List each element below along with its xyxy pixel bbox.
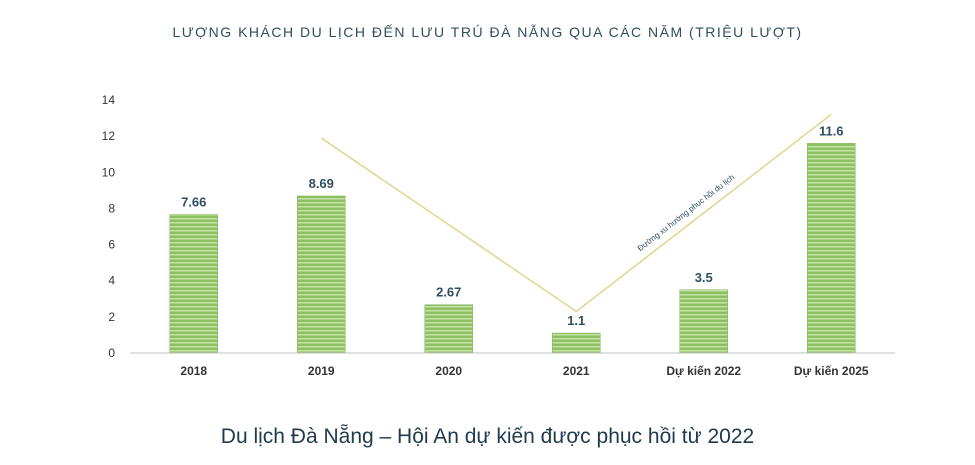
- bars: [169, 143, 856, 354]
- x-tick-label: Dự kiến 2022: [666, 364, 741, 378]
- bar: [424, 304, 473, 354]
- y-tick-label: 12: [102, 129, 116, 143]
- bar: [552, 332, 601, 354]
- data-label: 8.69: [309, 176, 334, 191]
- bar: [679, 289, 728, 354]
- data-label: 3.5: [695, 270, 713, 285]
- y-tick-label: 6: [108, 238, 115, 252]
- data-label: 1.1: [567, 313, 585, 328]
- y-tick-label: 4: [108, 274, 115, 288]
- x-tick-label: 2020: [435, 364, 462, 378]
- trend-line-group: Đường xu hướng phục hồi du lịch: [320, 113, 832, 313]
- bar: [297, 195, 346, 354]
- data-label: 7.66: [181, 195, 206, 210]
- y-tick-label: 8: [108, 201, 115, 215]
- y-tick-label: 10: [102, 165, 116, 179]
- trend-line: [320, 113, 832, 313]
- chart-title: LƯỢNG KHÁCH DU LỊCH ĐẾN LƯU TRÚ ĐÀ NẴNG …: [172, 24, 803, 40]
- x-tick-label: 2021: [563, 364, 590, 378]
- data-label: 2.67: [436, 285, 461, 300]
- y-tick-label: 14: [102, 93, 116, 107]
- chart-caption: Du lịch Đà Nẵng – Hội An dự kiến được ph…: [220, 425, 755, 448]
- y-tick-label: 0: [108, 346, 115, 360]
- x-tick-label: 2019: [308, 364, 335, 378]
- y-axis: 0 2 4 6 8 10 12 14: [102, 93, 116, 360]
- data-labels: 7.66 8.69 2.67 1.1 3.5 11.6: [181, 123, 843, 328]
- x-axis: 2018 2019 2020 2021 Dự kiến 2022 Dự kiến 2025: [180, 364, 869, 378]
- y-tick-label: 2: [108, 310, 115, 324]
- bar: [807, 143, 856, 354]
- trend-line-label: Đường xu hướng phục hồi du lịch: [636, 173, 736, 253]
- x-tick-label: 2018: [180, 364, 207, 378]
- data-label: 11.6: [819, 123, 844, 138]
- x-tick-label: Dự kiến 2025: [794, 364, 869, 378]
- bar: [169, 214, 218, 354]
